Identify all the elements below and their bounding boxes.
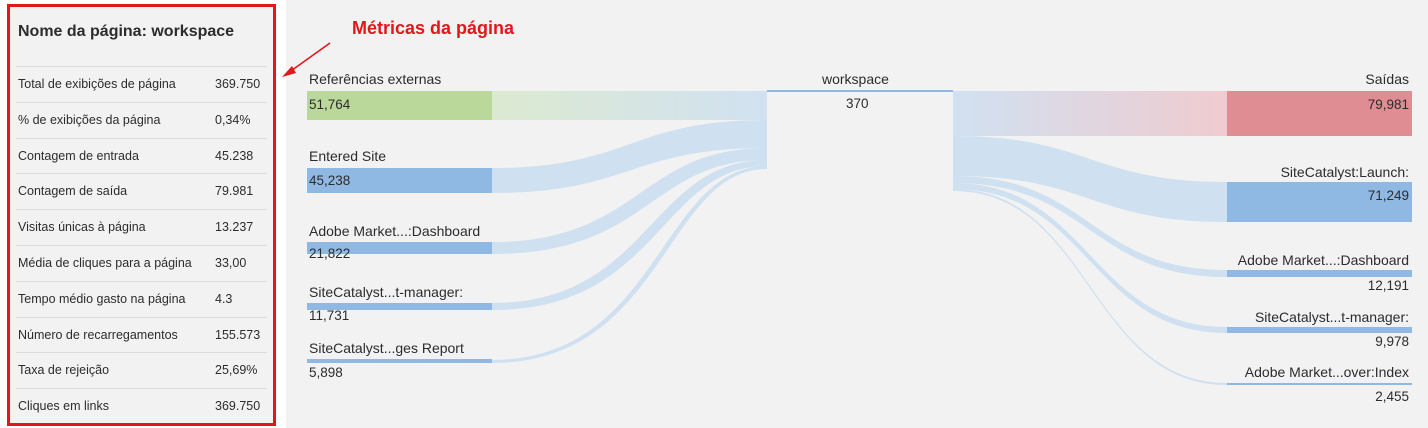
center-node-value: 370 bbox=[846, 96, 869, 111]
metric-value: 13.237 bbox=[215, 220, 254, 235]
metric-value: 4.3 bbox=[215, 291, 233, 306]
ribbon-out-1[interactable] bbox=[953, 136, 1227, 222]
metric-row: Número de recarregamentos 155.573 bbox=[16, 316, 267, 352]
outgoing-node-value-4: 2,455 bbox=[1375, 389, 1409, 404]
outgoing-node-value-1: 71,249 bbox=[1367, 188, 1409, 203]
incoming-node-label-4[interactable]: SiteCatalyst...ges Report bbox=[309, 340, 464, 356]
incoming-node-label-3[interactable]: SiteCatalyst...t-manager: bbox=[309, 284, 464, 300]
metric-row: Cliques em links 369.750 bbox=[16, 388, 267, 423]
metric-value: 45.238 bbox=[215, 148, 254, 163]
ribbon-out-3[interactable] bbox=[953, 183, 1227, 333]
metric-value: 369.750 bbox=[215, 399, 261, 414]
metric-label: Visitas únicas à página bbox=[18, 220, 146, 235]
outgoing-node-label-3[interactable]: SiteCatalyst...t-manager: bbox=[1254, 309, 1409, 325]
incoming-node-value-4: 5,898 bbox=[309, 365, 343, 380]
outgoing-node-value-3: 9,978 bbox=[1375, 334, 1409, 349]
page-metrics-panel: Nome da página: workspace Total de exibi… bbox=[7, 4, 276, 426]
outgoing-node-bar-2[interactable] bbox=[1227, 270, 1412, 277]
metric-label: % de exibições da página bbox=[18, 112, 161, 127]
metric-row: Contagem de saída 79.981 bbox=[16, 173, 267, 208]
metric-value: 369.750 bbox=[215, 77, 261, 91]
outgoing-node-bar-1[interactable] bbox=[1227, 182, 1412, 222]
metric-label: Tempo médio gasto na página bbox=[18, 291, 186, 306]
incoming-node-label-0[interactable]: Referências externas bbox=[309, 71, 442, 87]
outgoing-node-value-2: 12,191 bbox=[1367, 278, 1409, 293]
metric-value: 25,69% bbox=[215, 363, 258, 378]
metric-label: Média de cliques para a página bbox=[18, 256, 192, 270]
incoming-node-label-1[interactable]: Entered Site bbox=[309, 148, 387, 164]
metric-label: Número de recarregamentos bbox=[18, 327, 178, 342]
metric-row: % de exibições da página 0,34% bbox=[16, 101, 267, 137]
ribbon-out-4[interactable] bbox=[953, 189, 1227, 385]
ribbon-in-4[interactable] bbox=[492, 166, 767, 363]
center-node-label[interactable]: workspace bbox=[822, 71, 889, 87]
incoming-node-bar-2[interactable] bbox=[307, 242, 492, 254]
metric-row: Contagem de entrada 45.238 bbox=[16, 137, 267, 173]
metric-value: 0,34% bbox=[215, 112, 251, 127]
incoming-node-bar-3[interactable] bbox=[307, 303, 492, 310]
outgoing-node-label-1[interactable]: SiteCatalyst:Launch: bbox=[1280, 164, 1409, 180]
ribbon-in-1[interactable] bbox=[492, 120, 767, 193]
incoming-node-value-3: 11,731 bbox=[309, 308, 350, 323]
incoming-node-bar-1[interactable] bbox=[307, 168, 492, 193]
metric-label: Contagem de saída bbox=[18, 184, 128, 199]
metric-label: Contagem de entrada bbox=[18, 148, 139, 163]
ribbon-out-2[interactable] bbox=[953, 176, 1227, 277]
ribbon-out-0[interactable] bbox=[953, 91, 1227, 136]
metric-label: Taxa de rejeição bbox=[18, 363, 110, 378]
metric-row: Média de cliques para a página 33,00 bbox=[16, 245, 267, 280]
metric-label: Total de exibições de página bbox=[18, 77, 176, 91]
metric-value: 33,00 bbox=[215, 256, 247, 270]
metric-row: Taxa de rejeição 25,69% bbox=[16, 352, 267, 387]
outgoing-node-bar-0[interactable] bbox=[1227, 91, 1412, 136]
ribbon-in-0[interactable] bbox=[492, 91, 767, 120]
metric-row: Tempo médio gasto na página 4.3 bbox=[16, 280, 267, 316]
incoming-node-bar-0[interactable] bbox=[307, 91, 492, 120]
center-node-bar[interactable] bbox=[767, 90, 953, 92]
metric-row: Total de exibições de página 369.750 bbox=[16, 66, 267, 101]
metric-value: 155.573 bbox=[215, 327, 261, 342]
outgoing-node-label-2[interactable]: Adobe Market...:Dashboard bbox=[1237, 252, 1409, 268]
metric-label: Cliques em links bbox=[18, 399, 110, 414]
incoming-node-value-1: 45,238 bbox=[309, 173, 351, 188]
ribbon-in-2[interactable] bbox=[492, 148, 767, 254]
panel-title: Nome da página: workspace bbox=[18, 23, 235, 40]
incoming-node-value-2: 21,822 bbox=[309, 246, 351, 261]
outgoing-node-value-0: 79,981 bbox=[1367, 97, 1409, 112]
outgoing-node-bar-4[interactable] bbox=[1227, 383, 1412, 385]
incoming-node-value-0: 51,764 bbox=[309, 97, 351, 112]
outgoing-node-label-4[interactable]: Adobe Market...over:Index bbox=[1244, 364, 1409, 380]
annotation-label: Métricas da página bbox=[352, 18, 515, 38]
incoming-node-label-2[interactable]: Adobe Market...:Dashboard bbox=[309, 223, 481, 239]
metric-value: 79.981 bbox=[215, 184, 254, 199]
incoming-node-bar-4[interactable] bbox=[307, 359, 492, 363]
outgoing-node-label-0[interactable]: Saídas bbox=[1365, 71, 1409, 87]
metric-row: Visitas únicas à página 13.237 bbox=[16, 209, 267, 244]
outgoing-node-bar-3[interactable] bbox=[1227, 327, 1412, 333]
